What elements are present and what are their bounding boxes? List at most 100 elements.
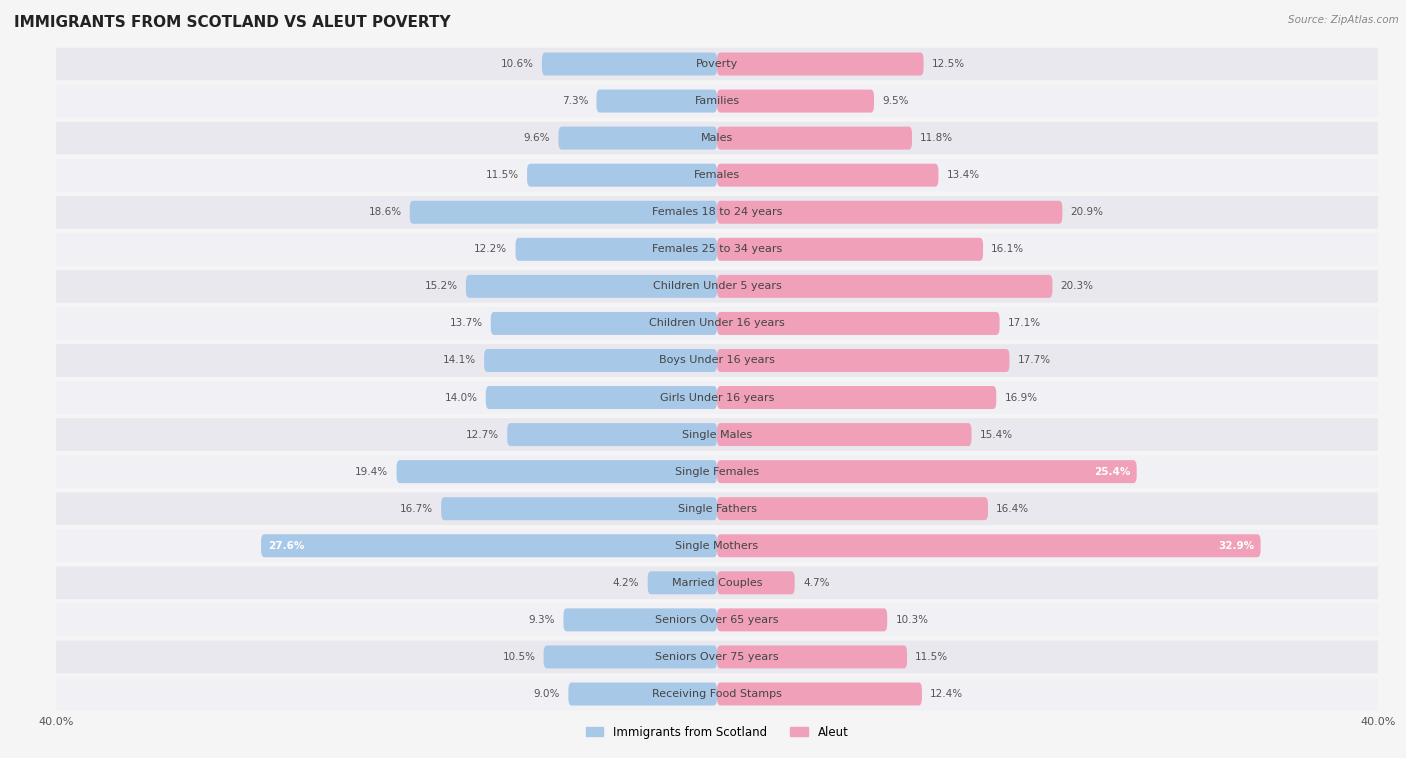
FancyBboxPatch shape — [717, 682, 922, 706]
FancyBboxPatch shape — [37, 529, 1398, 562]
FancyBboxPatch shape — [717, 238, 983, 261]
FancyBboxPatch shape — [37, 641, 1398, 673]
Text: 4.2%: 4.2% — [613, 578, 640, 587]
Text: 12.7%: 12.7% — [465, 430, 499, 440]
Text: 16.9%: 16.9% — [1004, 393, 1038, 402]
Text: 12.5%: 12.5% — [932, 59, 965, 69]
Text: Single Males: Single Males — [682, 430, 752, 440]
Text: Seniors Over 75 years: Seniors Over 75 years — [655, 652, 779, 662]
FancyBboxPatch shape — [564, 609, 717, 631]
FancyBboxPatch shape — [717, 460, 1136, 483]
Text: Single Fathers: Single Fathers — [678, 504, 756, 514]
Text: 11.8%: 11.8% — [921, 133, 953, 143]
FancyBboxPatch shape — [37, 418, 1398, 451]
Text: Receiving Food Stamps: Receiving Food Stamps — [652, 689, 782, 699]
FancyBboxPatch shape — [527, 164, 717, 186]
Text: IMMIGRANTS FROM SCOTLAND VS ALEUT POVERTY: IMMIGRANTS FROM SCOTLAND VS ALEUT POVERT… — [14, 15, 451, 30]
FancyBboxPatch shape — [717, 609, 887, 631]
Text: Married Couples: Married Couples — [672, 578, 762, 587]
FancyBboxPatch shape — [37, 566, 1398, 599]
Text: 27.6%: 27.6% — [267, 540, 304, 551]
FancyBboxPatch shape — [37, 85, 1398, 117]
FancyBboxPatch shape — [37, 344, 1398, 377]
Text: 11.5%: 11.5% — [485, 171, 519, 180]
FancyBboxPatch shape — [37, 381, 1398, 414]
FancyBboxPatch shape — [717, 497, 988, 520]
FancyBboxPatch shape — [396, 460, 717, 483]
Text: Children Under 16 years: Children Under 16 years — [650, 318, 785, 328]
FancyBboxPatch shape — [717, 646, 907, 669]
Text: Girls Under 16 years: Girls Under 16 years — [659, 393, 775, 402]
Text: 12.2%: 12.2% — [474, 244, 508, 254]
FancyBboxPatch shape — [491, 312, 717, 335]
FancyBboxPatch shape — [717, 423, 972, 446]
Text: 9.5%: 9.5% — [883, 96, 908, 106]
FancyBboxPatch shape — [541, 52, 717, 76]
FancyBboxPatch shape — [441, 497, 717, 520]
Text: Poverty: Poverty — [696, 59, 738, 69]
FancyBboxPatch shape — [596, 89, 717, 112]
FancyBboxPatch shape — [37, 678, 1398, 710]
Text: 10.6%: 10.6% — [501, 59, 534, 69]
Text: Source: ZipAtlas.com: Source: ZipAtlas.com — [1288, 15, 1399, 25]
FancyBboxPatch shape — [648, 572, 717, 594]
Text: Females: Females — [695, 171, 740, 180]
Text: 25.4%: 25.4% — [1094, 467, 1130, 477]
FancyBboxPatch shape — [717, 534, 1261, 557]
FancyBboxPatch shape — [558, 127, 717, 149]
FancyBboxPatch shape — [717, 89, 875, 112]
FancyBboxPatch shape — [37, 233, 1398, 265]
FancyBboxPatch shape — [717, 275, 1053, 298]
FancyBboxPatch shape — [717, 127, 912, 149]
Text: 9.3%: 9.3% — [529, 615, 555, 625]
Text: Females 18 to 24 years: Females 18 to 24 years — [652, 207, 782, 218]
FancyBboxPatch shape — [544, 646, 717, 669]
FancyBboxPatch shape — [568, 682, 717, 706]
FancyBboxPatch shape — [37, 456, 1398, 488]
Text: Families: Families — [695, 96, 740, 106]
Text: 7.3%: 7.3% — [562, 96, 588, 106]
FancyBboxPatch shape — [37, 159, 1398, 192]
Text: Boys Under 16 years: Boys Under 16 years — [659, 356, 775, 365]
Text: 20.3%: 20.3% — [1060, 281, 1094, 291]
FancyBboxPatch shape — [409, 201, 717, 224]
Legend: Immigrants from Scotland, Aleut: Immigrants from Scotland, Aleut — [581, 721, 853, 744]
Text: 15.2%: 15.2% — [425, 281, 458, 291]
FancyBboxPatch shape — [508, 423, 717, 446]
Text: 12.4%: 12.4% — [931, 689, 963, 699]
Text: 20.9%: 20.9% — [1070, 207, 1104, 218]
Text: 16.7%: 16.7% — [399, 504, 433, 514]
Text: 14.0%: 14.0% — [444, 393, 478, 402]
FancyBboxPatch shape — [484, 349, 717, 372]
FancyBboxPatch shape — [37, 307, 1398, 340]
Text: 18.6%: 18.6% — [368, 207, 402, 218]
Text: 16.1%: 16.1% — [991, 244, 1025, 254]
FancyBboxPatch shape — [717, 52, 924, 76]
Text: Females 25 to 34 years: Females 25 to 34 years — [652, 244, 782, 254]
FancyBboxPatch shape — [717, 164, 938, 186]
FancyBboxPatch shape — [717, 572, 794, 594]
Text: 10.5%: 10.5% — [502, 652, 536, 662]
Text: 9.6%: 9.6% — [523, 133, 550, 143]
Text: 11.5%: 11.5% — [915, 652, 949, 662]
FancyBboxPatch shape — [37, 48, 1398, 80]
FancyBboxPatch shape — [465, 275, 717, 298]
Text: Seniors Over 65 years: Seniors Over 65 years — [655, 615, 779, 625]
Text: Single Mothers: Single Mothers — [675, 540, 759, 551]
FancyBboxPatch shape — [486, 386, 717, 409]
Text: 19.4%: 19.4% — [356, 467, 388, 477]
FancyBboxPatch shape — [516, 238, 717, 261]
Text: Children Under 5 years: Children Under 5 years — [652, 281, 782, 291]
Text: 17.1%: 17.1% — [1008, 318, 1040, 328]
Text: Males: Males — [702, 133, 733, 143]
Text: 15.4%: 15.4% — [980, 430, 1012, 440]
FancyBboxPatch shape — [37, 270, 1398, 302]
FancyBboxPatch shape — [37, 196, 1398, 229]
Text: 10.3%: 10.3% — [896, 615, 928, 625]
Text: 13.7%: 13.7% — [450, 318, 482, 328]
FancyBboxPatch shape — [37, 603, 1398, 636]
FancyBboxPatch shape — [717, 312, 1000, 335]
Text: 17.7%: 17.7% — [1018, 356, 1050, 365]
Text: 9.0%: 9.0% — [534, 689, 560, 699]
FancyBboxPatch shape — [37, 493, 1398, 525]
